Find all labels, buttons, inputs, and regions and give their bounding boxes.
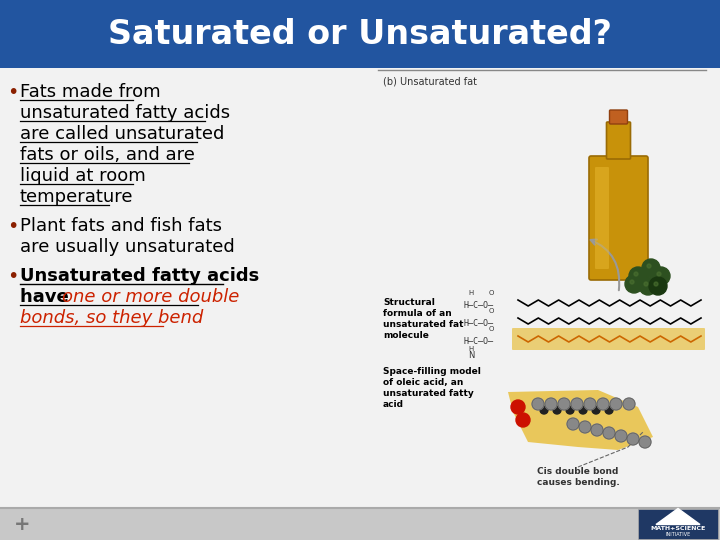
Circle shape: [647, 264, 651, 268]
FancyBboxPatch shape: [0, 0, 720, 68]
Text: INITIATIVE: INITIATIVE: [665, 532, 690, 537]
Circle shape: [516, 413, 530, 427]
Circle shape: [591, 424, 603, 436]
FancyBboxPatch shape: [610, 110, 628, 124]
Circle shape: [652, 267, 670, 285]
Text: temperature: temperature: [20, 188, 133, 206]
Text: Fats made from: Fats made from: [20, 83, 161, 101]
Circle shape: [649, 277, 667, 295]
Circle shape: [571, 398, 583, 410]
Text: have: have: [20, 288, 75, 306]
FancyBboxPatch shape: [589, 156, 648, 280]
Text: unsaturated fatty acids: unsaturated fatty acids: [20, 104, 230, 122]
Text: H─C─O─: H─C─O─: [463, 338, 493, 347]
Circle shape: [610, 398, 622, 410]
FancyBboxPatch shape: [638, 509, 718, 539]
Circle shape: [629, 267, 647, 285]
Text: Saturated or Unsaturated?: Saturated or Unsaturated?: [108, 17, 612, 51]
Circle shape: [584, 398, 596, 410]
Circle shape: [657, 272, 661, 276]
Text: •: •: [7, 83, 19, 102]
Circle shape: [634, 272, 638, 276]
Circle shape: [540, 406, 548, 414]
Circle shape: [642, 259, 660, 277]
Polygon shape: [508, 390, 653, 450]
Circle shape: [579, 406, 587, 414]
Circle shape: [639, 277, 657, 295]
FancyBboxPatch shape: [606, 122, 631, 159]
Circle shape: [567, 418, 579, 430]
Circle shape: [623, 398, 635, 410]
Circle shape: [553, 406, 561, 414]
FancyBboxPatch shape: [512, 328, 705, 350]
Circle shape: [579, 421, 591, 433]
Circle shape: [566, 406, 574, 414]
Text: Cis double bond
causes bending.: Cis double bond causes bending.: [536, 467, 619, 487]
Text: (b) Unsaturated fat: (b) Unsaturated fat: [383, 76, 477, 86]
Text: Unsaturated fatty acids: Unsaturated fatty acids: [20, 267, 259, 285]
Text: liquid at room: liquid at room: [20, 167, 145, 185]
Circle shape: [603, 427, 615, 439]
Text: bonds, so they bend: bonds, so they bend: [20, 309, 203, 327]
Circle shape: [545, 398, 557, 410]
Circle shape: [654, 282, 658, 286]
Circle shape: [627, 433, 639, 445]
Text: NATIONAL: NATIONAL: [667, 521, 688, 524]
Text: O: O: [488, 290, 494, 296]
Text: MATH+SCIENCE: MATH+SCIENCE: [650, 526, 706, 531]
FancyBboxPatch shape: [378, 71, 706, 503]
Text: H─C─O─: H─C─O─: [463, 301, 493, 310]
Text: one or more double: one or more double: [62, 288, 240, 306]
Text: +: +: [14, 515, 30, 534]
Circle shape: [558, 398, 570, 410]
Text: •: •: [7, 267, 19, 286]
Circle shape: [511, 400, 525, 414]
Text: •: •: [7, 217, 19, 236]
FancyBboxPatch shape: [595, 167, 609, 269]
Text: Structural
formula of an
unsaturated fat
molecule: Structural formula of an unsaturated fat…: [383, 298, 464, 340]
Text: Plant fats and fish fats: Plant fats and fish fats: [20, 217, 222, 235]
Circle shape: [605, 406, 613, 414]
Text: O: O: [488, 326, 494, 332]
Circle shape: [630, 280, 634, 284]
Text: Space-filling model
of oleic acid, an
unsaturated fatty
acid: Space-filling model of oleic acid, an un…: [383, 367, 481, 409]
Text: are called unsaturated: are called unsaturated: [20, 125, 225, 143]
Circle shape: [639, 436, 651, 448]
Text: H: H: [469, 290, 474, 296]
Polygon shape: [656, 509, 700, 524]
Circle shape: [592, 406, 600, 414]
Circle shape: [597, 398, 609, 410]
FancyBboxPatch shape: [0, 508, 720, 540]
Text: fats or oils, and are: fats or oils, and are: [20, 146, 195, 164]
FancyBboxPatch shape: [0, 68, 720, 508]
Text: O: O: [488, 308, 494, 314]
Text: H─C─O─: H─C─O─: [463, 320, 493, 328]
Circle shape: [615, 430, 627, 442]
Circle shape: [644, 282, 648, 286]
Text: N: N: [468, 351, 474, 360]
Text: H: H: [469, 346, 474, 352]
Text: are usually unsaturated: are usually unsaturated: [20, 238, 235, 256]
Circle shape: [625, 275, 643, 293]
Circle shape: [532, 398, 544, 410]
